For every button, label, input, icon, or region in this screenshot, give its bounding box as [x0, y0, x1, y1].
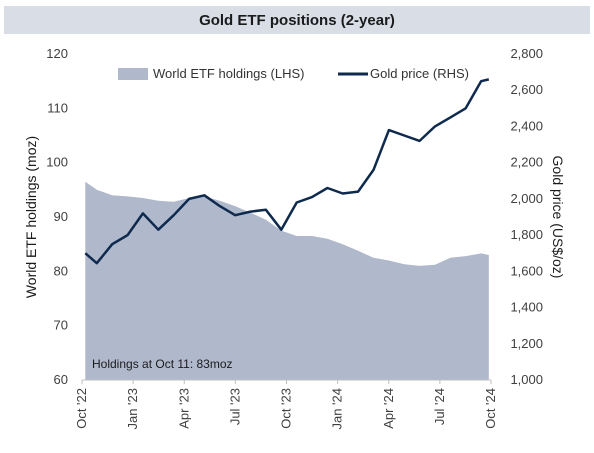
x-tick-label: Jan '24: [330, 388, 345, 430]
chart-title: Gold ETF positions (2-year): [199, 11, 395, 29]
legend: World ETF holdings (LHS) Gold price (RHS…: [118, 66, 469, 81]
left-tick-label: 120: [46, 46, 68, 61]
right-tick-label: 1,600: [510, 263, 543, 278]
right-axis-title: Gold price (US$/oz): [550, 156, 566, 279]
right-tick-label: 1,800: [510, 227, 543, 242]
x-tick-label: Jul '24: [432, 388, 447, 425]
price-line-layer: [84, 78, 490, 265]
right-tick-label: 2,400: [510, 118, 543, 133]
right-tick-label: 1,200: [510, 336, 543, 351]
gold-price-line: [84, 78, 490, 265]
x-tick-label: Apr '23: [176, 388, 191, 429]
left-tick-label: 90: [54, 209, 68, 224]
right-tick-label: 1,000: [510, 372, 543, 387]
holdings-area: [85, 181, 489, 380]
x-tick-label: Oct '23: [279, 388, 294, 429]
left-axis: 60 70 80 90 100 110 120: [46, 46, 68, 387]
x-axis: Oct '22 Jan '23 Apr '23 Jul '23 Oct '23 Jan '…: [74, 379, 498, 430]
x-tick-label: Oct '24: [483, 388, 498, 429]
x-tick-label: Apr '24: [381, 388, 396, 429]
left-tick-label: 110: [47, 100, 68, 115]
legend-label-price: Gold price (RHS): [370, 66, 469, 81]
holdings-annotation: Holdings at Oct 11: 83moz: [92, 357, 233, 371]
left-axis-title: World ETF holdings (moz): [23, 136, 39, 298]
x-tick-label: Jul '23: [227, 388, 242, 425]
right-tick-label: 2,600: [510, 82, 543, 97]
right-tick-label: 2,000: [510, 191, 543, 206]
legend-label-holdings: World ETF holdings (LHS): [153, 66, 304, 81]
left-tick-label: 70: [54, 318, 68, 333]
left-tick-label: 60: [54, 372, 68, 387]
legend-swatch-holdings: [118, 68, 148, 80]
right-axis: 1,000 1,200 1,400 1,600 1,800 2,000 2,200 2,400…: [510, 46, 543, 387]
left-tick-label: 100: [46, 155, 68, 170]
chart-title-bar: Gold ETF positions (2-year): [4, 6, 590, 34]
left-tick-label: 80: [54, 263, 68, 278]
x-tick-label: Jan '23: [125, 388, 140, 430]
holdings-area-layer: [85, 181, 489, 380]
right-tick-label: 2,200: [510, 155, 543, 170]
right-tick-label: 1,400: [510, 300, 543, 315]
right-tick-label: 2,800: [510, 46, 543, 61]
x-tick-label: Oct '22: [74, 388, 89, 429]
